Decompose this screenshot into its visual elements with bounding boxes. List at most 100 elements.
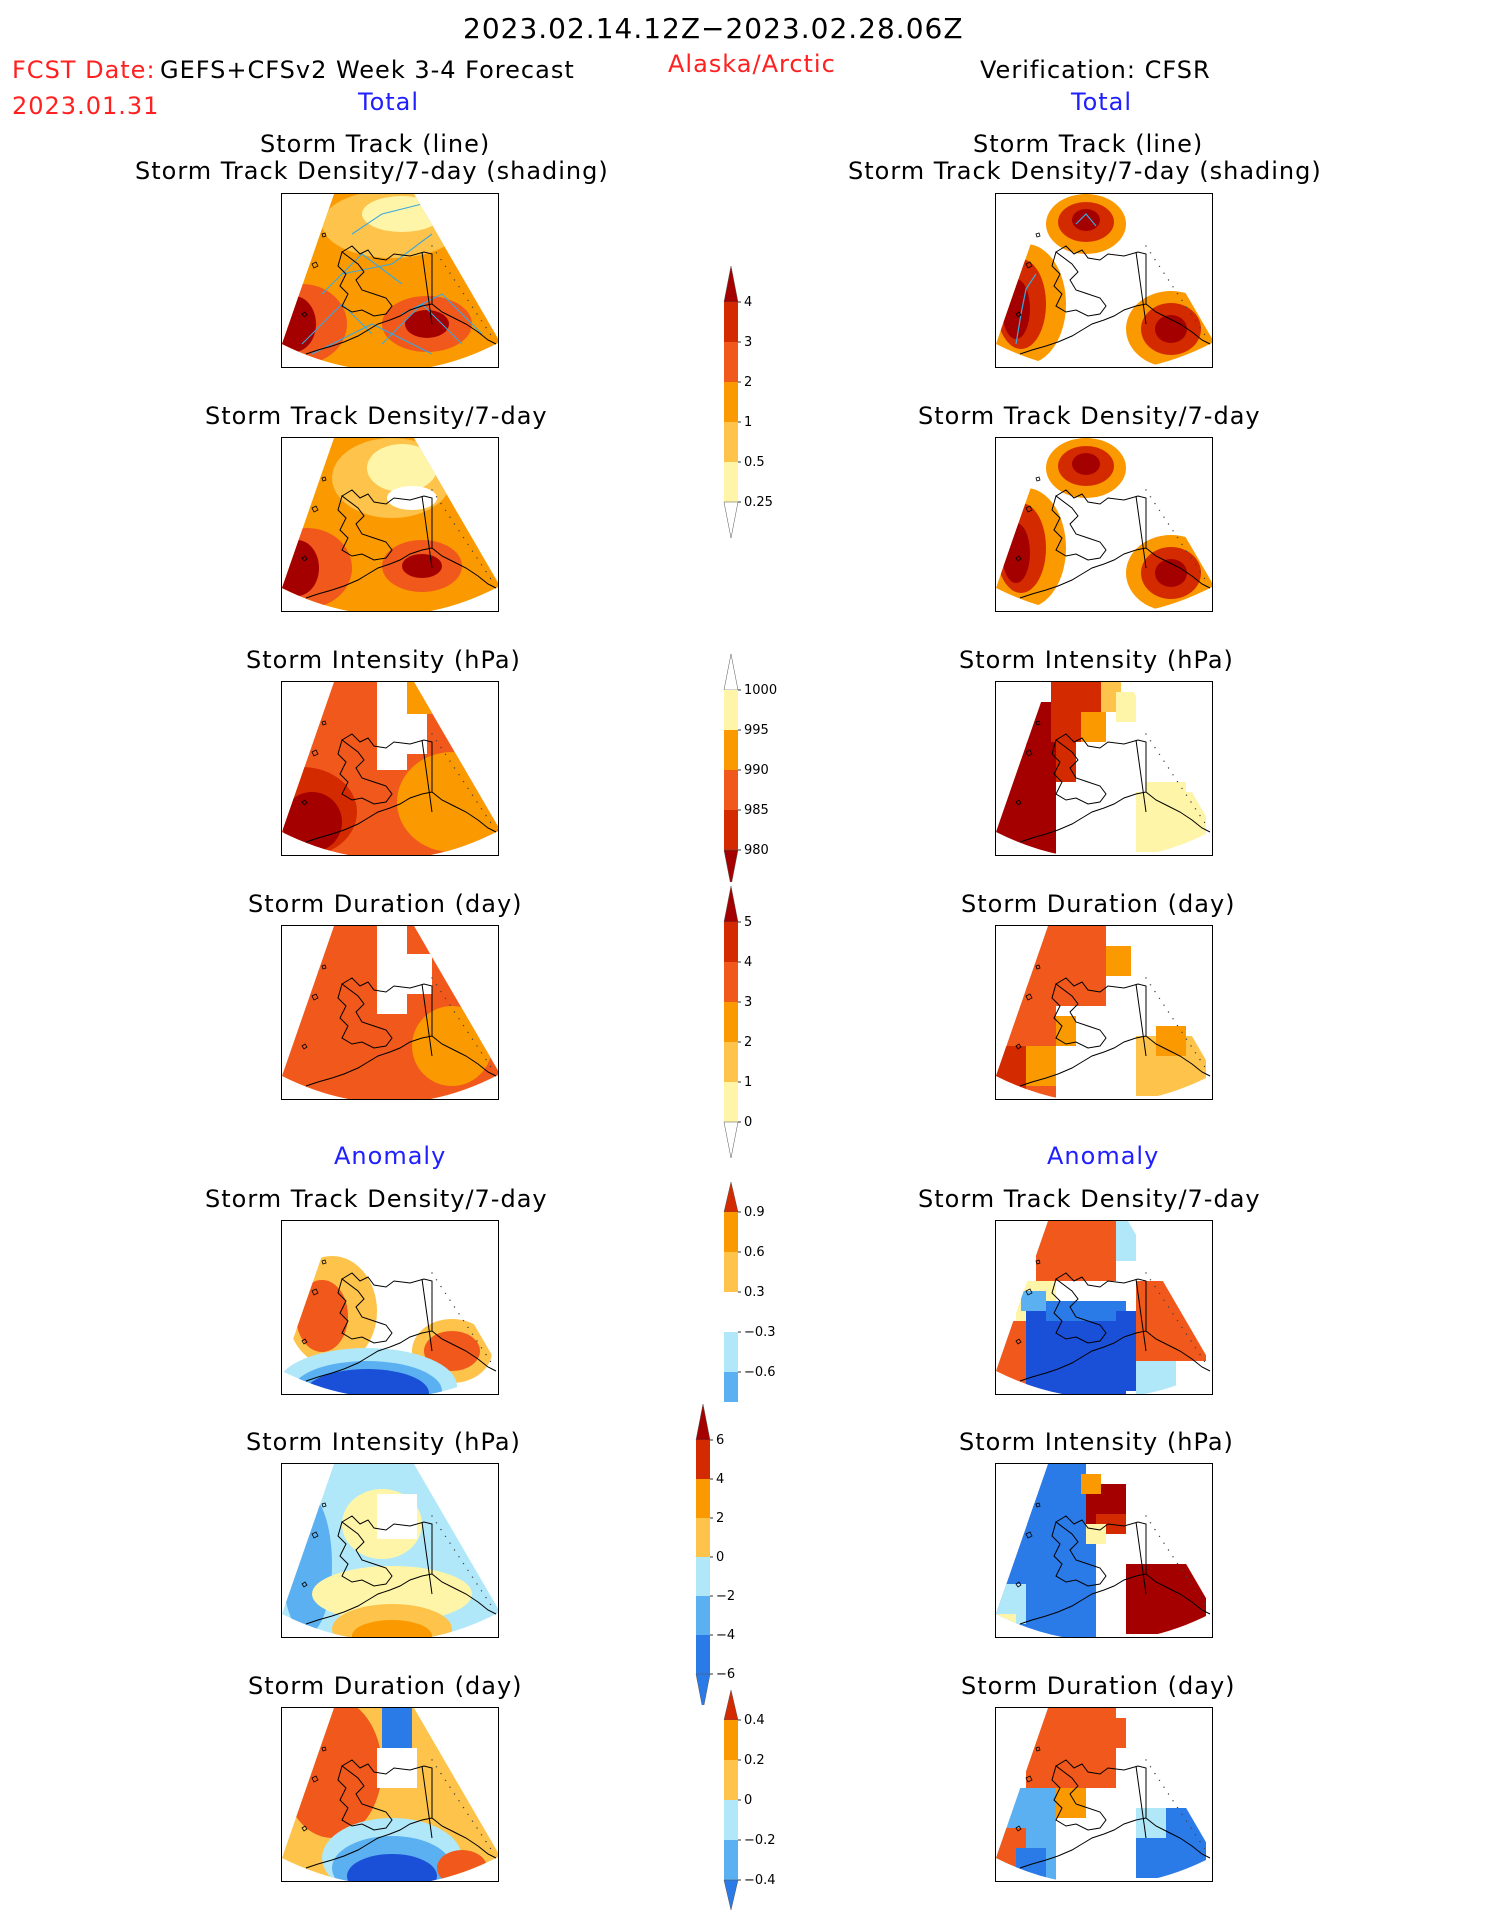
map-right-anomaly-duration — [995, 1707, 1213, 1882]
shade-region — [282, 792, 342, 852]
colorbar-segment — [724, 1332, 738, 1372]
grid-dot — [1203, 577, 1206, 580]
colorbar-duration: 5 4 3 2 1 0 — [723, 885, 752, 1159]
grid-dot — [467, 543, 469, 546]
grid-dot — [431, 1515, 433, 1517]
colorbar-segment — [724, 1042, 738, 1082]
shade-region — [312, 1566, 472, 1622]
colorbar-arrow-bottom — [723, 1121, 739, 1159]
grid-dot — [431, 245, 433, 247]
grid-dot — [1181, 543, 1183, 546]
shade-region — [1056, 1016, 1076, 1046]
grid-dot — [1172, 774, 1174, 776]
shade-region — [367, 444, 437, 492]
coastline-path — [1019, 1759, 1211, 1869]
border-line — [421, 1521, 433, 1595]
colorbar-segment — [724, 1292, 738, 1332]
colorbar-tick-label: 4 — [744, 955, 752, 970]
grid-dot — [1190, 1045, 1192, 1047]
border-line — [421, 1765, 433, 1839]
grid-dot — [489, 333, 492, 336]
grid-dot — [1176, 536, 1179, 539]
grid-dot — [489, 821, 492, 824]
grid-dot — [435, 1766, 438, 1768]
grid-dot — [1145, 489, 1147, 491]
shade-region — [996, 1614, 1016, 1637]
colorbar-intensity-anomaly: 6 4 2 0 −2 −4 −6 — [695, 1403, 735, 1705]
grid-dot — [480, 320, 483, 322]
grid-dot — [1158, 509, 1161, 512]
grid-dot — [489, 1360, 492, 1363]
grid-dot — [480, 1347, 483, 1349]
grid-dot — [1176, 1024, 1179, 1027]
shade-region — [1146, 782, 1186, 802]
grid-dot — [485, 570, 487, 573]
grid-dot — [1203, 1360, 1206, 1363]
shade-region — [377, 682, 407, 770]
shade-region — [347, 1854, 437, 1881]
colorbar-segment — [696, 1518, 710, 1557]
grid-dot — [1154, 258, 1156, 261]
grid-dot — [1194, 808, 1197, 810]
colorbar-arrow-bottom — [723, 1879, 739, 1911]
shade-region — [1116, 692, 1136, 722]
border-line — [1135, 1278, 1147, 1352]
grid-dot — [476, 1045, 478, 1047]
colorbar-tick-label: 0.4 — [744, 1713, 765, 1728]
map-left-track-density — [281, 437, 499, 612]
grid-dot — [435, 1279, 438, 1281]
coastline-path — [1019, 489, 1211, 599]
map-left-duration — [281, 925, 499, 1100]
colorbar-tick-label: 3 — [744, 995, 752, 1010]
colorbar-arrow-top — [723, 885, 739, 923]
grid-dot — [458, 1313, 460, 1315]
grid-dot — [471, 794, 474, 796]
grid-dot — [462, 780, 465, 783]
coastline-path — [305, 977, 497, 1087]
grid-dot — [489, 1065, 492, 1068]
coastline-path — [1019, 245, 1211, 355]
grid-dot — [1158, 265, 1161, 268]
shade-region — [382, 1708, 412, 1748]
grid-dot — [1145, 733, 1147, 735]
grid-dot — [1203, 821, 1206, 824]
grid-dot — [1154, 502, 1156, 505]
colorbar-segment — [724, 962, 738, 1002]
colorbar-segment — [696, 1596, 710, 1635]
left-total-label: Total — [358, 88, 420, 116]
shade-region — [1036, 1221, 1116, 1281]
shade-region — [407, 682, 432, 714]
grid-dot — [444, 265, 447, 268]
grid-dot — [458, 286, 460, 288]
title-left-track-line: Storm Track (line) — [260, 130, 491, 158]
grid-dot — [485, 1058, 487, 1061]
coastline-path — [1019, 1515, 1211, 1625]
grid-dot — [1158, 1535, 1161, 1538]
grid-dot — [458, 774, 460, 776]
colorbar-density-anomaly: 0.90.60.3−0.3−0.6−0.9 — [723, 1181, 776, 1402]
colorbar-segment — [696, 1440, 710, 1479]
grid-dot — [462, 1806, 465, 1809]
colorbar-tick-label: 1 — [744, 415, 752, 430]
colorbar-tick-label: 3 — [744, 335, 752, 350]
grid-dot — [1185, 1576, 1188, 1578]
grid-dot — [1158, 1779, 1161, 1782]
track-line — [301, 303, 373, 345]
coastline-path — [1019, 733, 1211, 843]
grid-dot — [1172, 1018, 1174, 1020]
grid-dot — [449, 1786, 451, 1788]
colorbar-tick-label: 0 — [716, 1550, 724, 1565]
colorbar-segment — [724, 1002, 738, 1042]
shade-layer — [282, 926, 498, 1099]
title-left-duration: Storm Duration (day) — [248, 890, 523, 918]
grid-dot — [1167, 279, 1170, 281]
grid-dot — [444, 997, 447, 1000]
shade-region — [1026, 1464, 1086, 1524]
shade-region — [1081, 712, 1106, 742]
grid-dot — [449, 1299, 451, 1301]
island-path — [301, 1746, 327, 1832]
grid-dot — [485, 1353, 487, 1356]
island-path — [301, 1502, 327, 1588]
colorbar-tick-label: 1 — [744, 1075, 752, 1090]
fcst-date-label: FCST Date: — [12, 56, 156, 84]
